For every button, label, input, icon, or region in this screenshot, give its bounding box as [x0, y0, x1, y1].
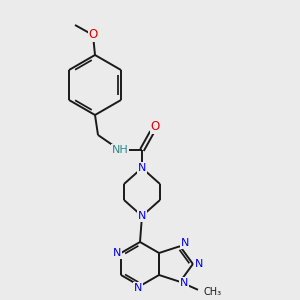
Text: N: N [113, 248, 121, 258]
Text: N: N [138, 163, 146, 173]
Text: N: N [180, 278, 188, 288]
Text: O: O [150, 121, 160, 134]
Text: N: N [195, 259, 203, 269]
Text: O: O [88, 28, 98, 41]
Text: CH₃: CH₃ [204, 287, 222, 297]
Text: N: N [181, 238, 189, 248]
Text: N: N [138, 211, 146, 221]
Text: N: N [134, 283, 142, 293]
Text: NH: NH [112, 145, 128, 155]
